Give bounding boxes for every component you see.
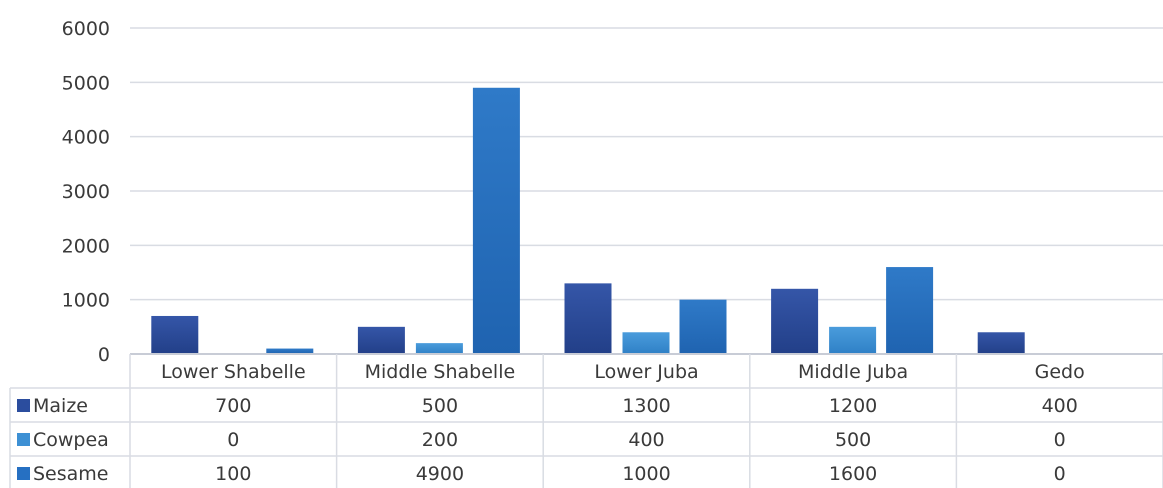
bar-cowpea-lower-juba: [622, 332, 670, 354]
table-cell: 1300: [622, 395, 670, 417]
bars: [151, 87, 1025, 355]
bar-maize-gedo: [977, 332, 1025, 354]
y-tick-label: 4000: [62, 127, 110, 149]
category-label: Middle Shabelle: [365, 361, 516, 383]
y-axis-ticks: 0 1000 2000 3000 4000 5000 6000: [62, 18, 110, 366]
bar-maize-lower-juba: [564, 283, 612, 354]
legend-label: Maize: [33, 395, 88, 417]
y-tick-label: 1000: [62, 290, 110, 312]
category-label: Lower Shabelle: [161, 361, 306, 383]
legend-swatch-maize: [17, 399, 30, 412]
category-label: Gedo: [1035, 361, 1085, 383]
gridlines: [130, 27, 1163, 301]
table-cell: 500: [422, 395, 458, 417]
bar-sesame-lower-juba: [679, 299, 727, 354]
table-cell: 0: [1054, 463, 1066, 485]
bar-sesame-middle-shabelle: [472, 87, 520, 355]
bar-sesame-middle-juba: [886, 267, 934, 354]
table-cell: 500: [835, 429, 871, 451]
bar-maize-middle-shabelle: [357, 326, 405, 354]
table-cell: 700: [215, 395, 251, 417]
table-cell: 400: [628, 429, 664, 451]
legend-swatch-cowpea: [17, 433, 30, 446]
bar-maize-lower-shabelle: [151, 315, 199, 354]
legend-swatch-sesame: [17, 467, 30, 480]
y-tick-label: 3000: [62, 181, 110, 203]
data-table: Lower Shabelle Middle Shabelle Lower Juba M…: [9, 353, 1163, 488]
legend-label: Sesame: [33, 463, 109, 485]
table-cell: 4900: [416, 463, 464, 485]
category-label: Lower Juba: [594, 361, 698, 383]
table-cell: 400: [1042, 395, 1078, 417]
y-tick-label: 6000: [62, 18, 110, 40]
table-cell: 1000: [622, 463, 670, 485]
y-tick-label: 0: [98, 344, 110, 366]
bar-cowpea-middle-juba: [829, 326, 877, 354]
bar-maize-middle-juba: [771, 288, 819, 354]
table-cell: 100: [215, 463, 251, 485]
y-tick-label: 5000: [62, 72, 110, 94]
table-cell: 1200: [829, 395, 877, 417]
table-cell: 0: [227, 429, 239, 451]
bar-cowpea-middle-shabelle: [415, 343, 463, 354]
table-cell: 1600: [829, 463, 877, 485]
table-cell: 0: [1054, 429, 1066, 451]
bar-sesame-lower-shabelle: [266, 348, 314, 354]
table-cell: 200: [422, 429, 458, 451]
category-label: Middle Juba: [798, 361, 908, 383]
legend-label: Cowpea: [33, 429, 109, 451]
y-tick-label: 2000: [62, 235, 110, 257]
